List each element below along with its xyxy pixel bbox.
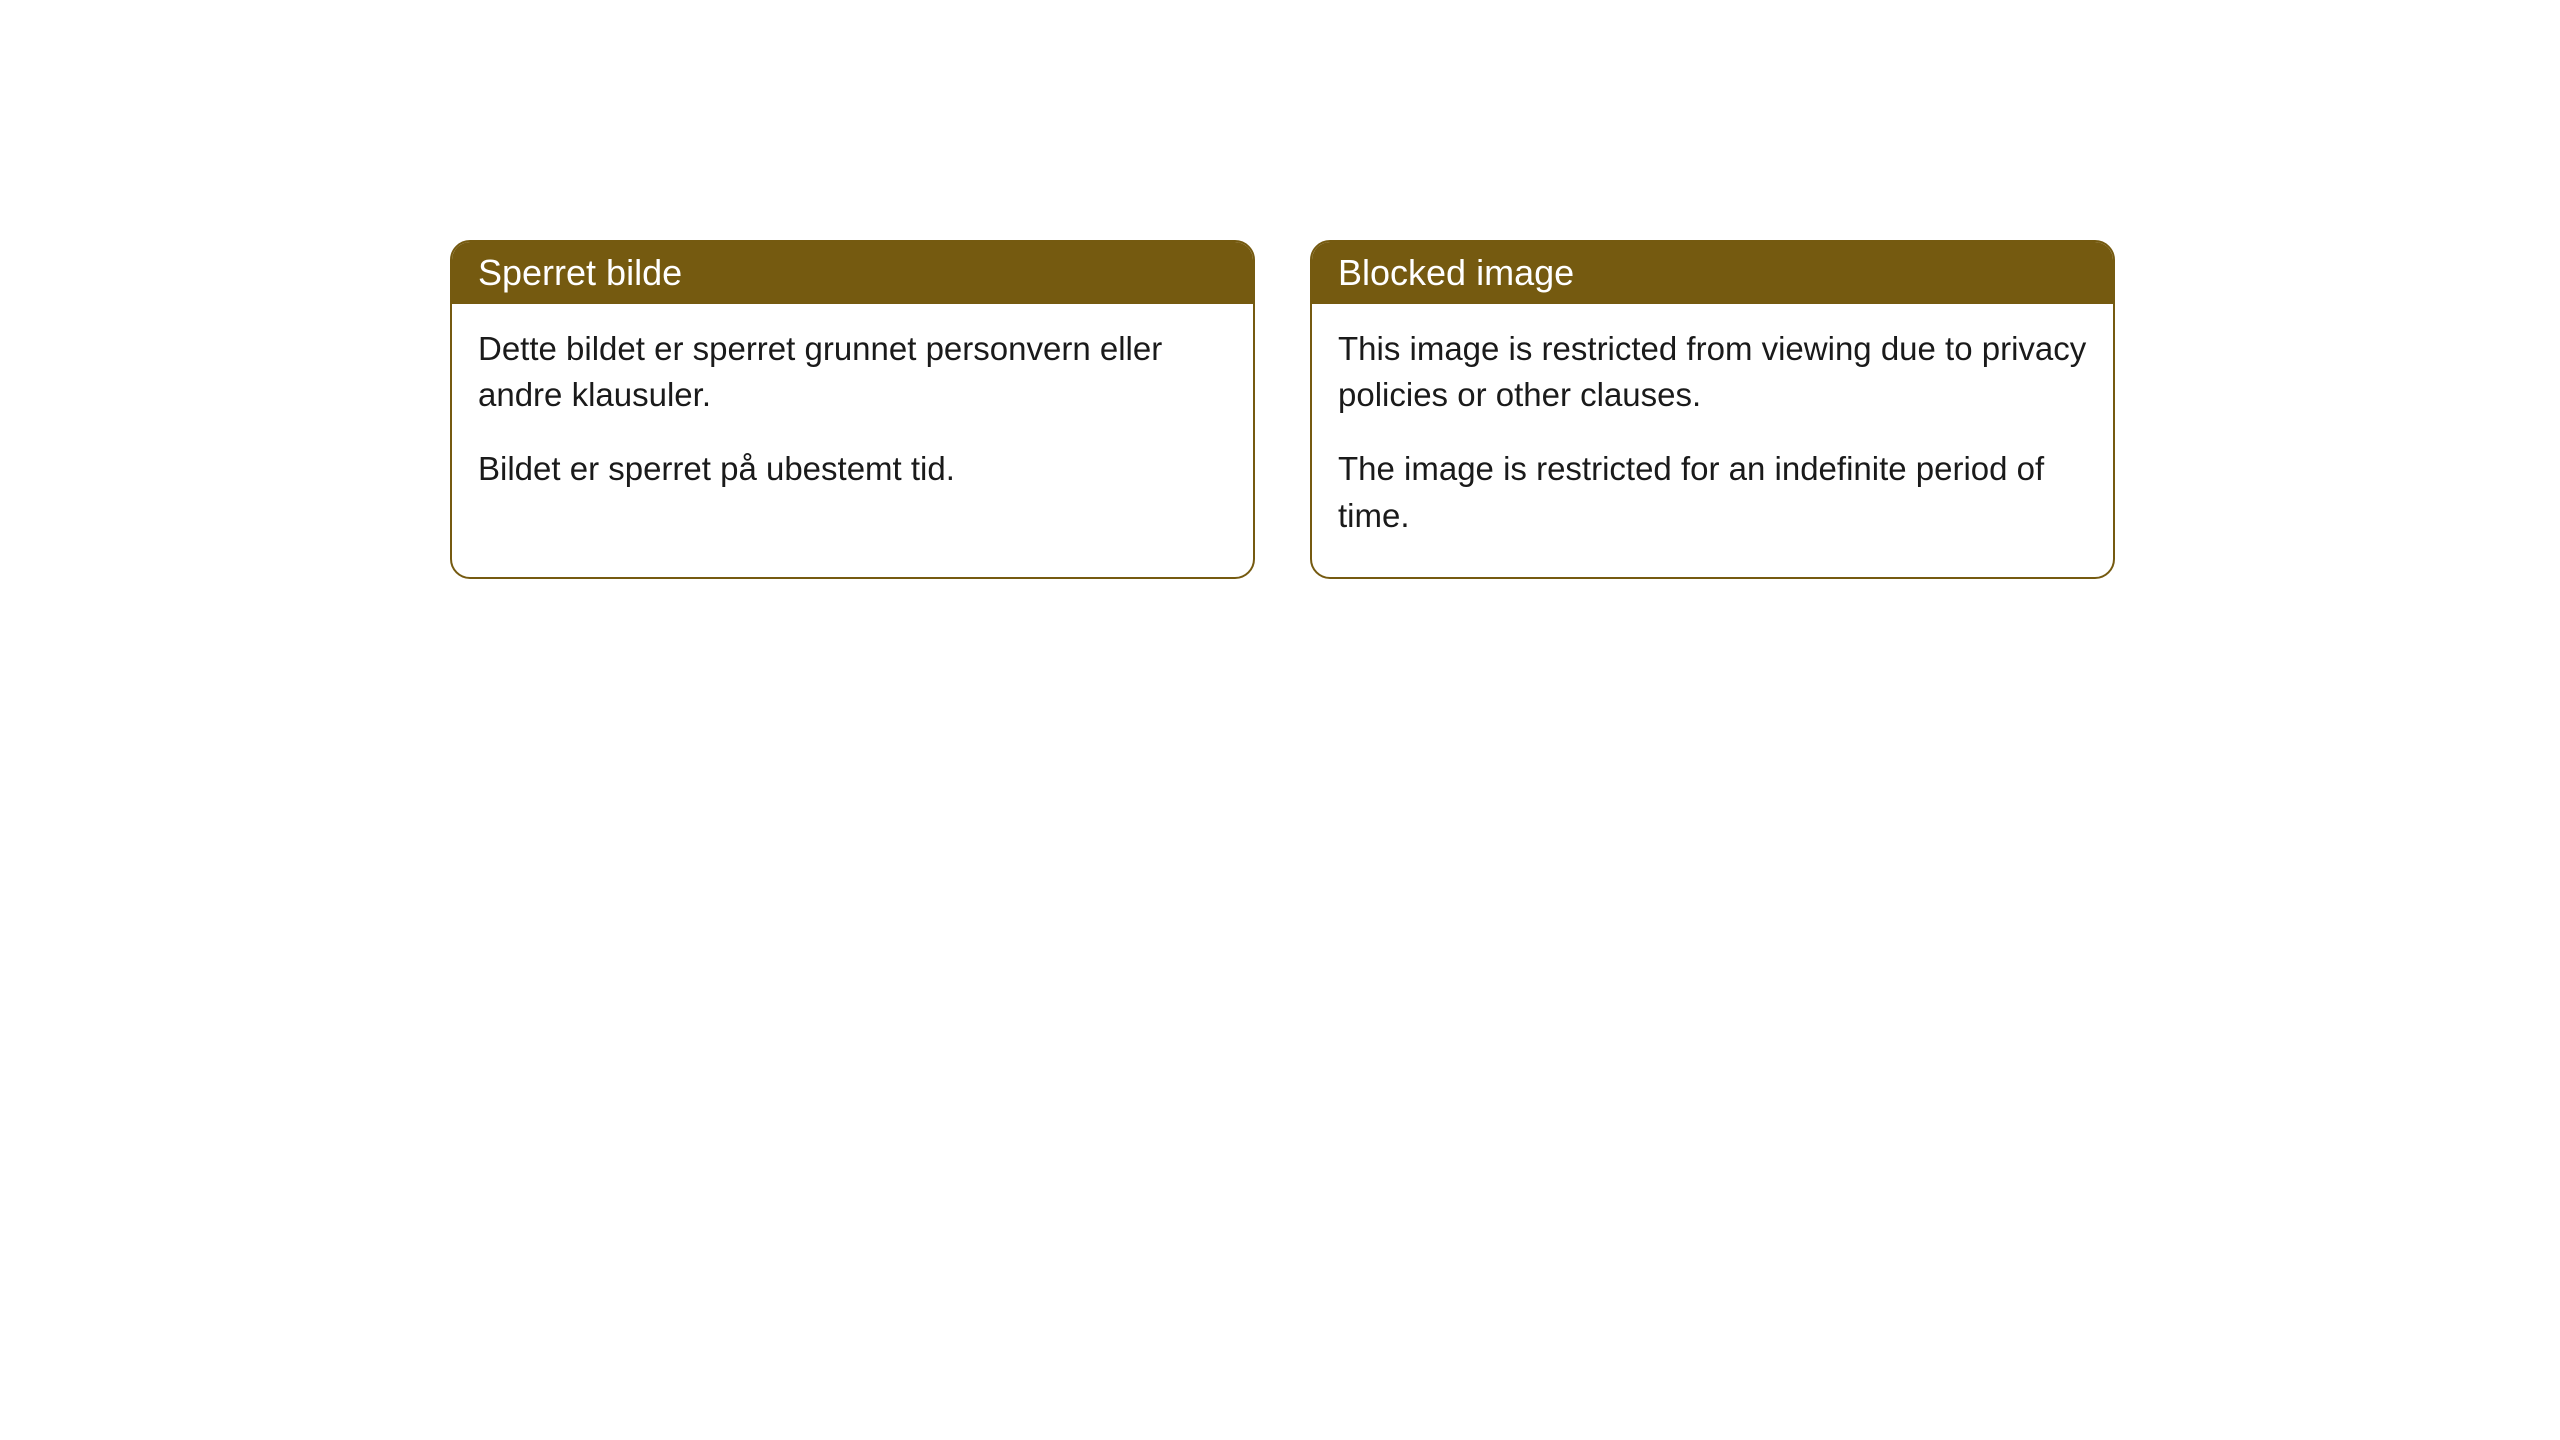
- notice-body-norwegian: Dette bildet er sperret grunnet personve…: [452, 304, 1253, 531]
- notice-container: Sperret bilde Dette bildet er sperret gr…: [450, 240, 2115, 579]
- notice-text-english-2: The image is restricted for an indefinit…: [1338, 446, 2087, 538]
- notice-text-norwegian-1: Dette bildet er sperret grunnet personve…: [478, 326, 1227, 418]
- notice-text-english-1: This image is restricted from viewing du…: [1338, 326, 2087, 418]
- notice-card-norwegian: Sperret bilde Dette bildet er sperret gr…: [450, 240, 1255, 579]
- notice-card-english: Blocked image This image is restricted f…: [1310, 240, 2115, 579]
- notice-header-english: Blocked image: [1312, 242, 2113, 304]
- notice-text-norwegian-2: Bildet er sperret på ubestemt tid.: [478, 446, 1227, 492]
- notice-body-english: This image is restricted from viewing du…: [1312, 304, 2113, 577]
- notice-header-norwegian: Sperret bilde: [452, 242, 1253, 304]
